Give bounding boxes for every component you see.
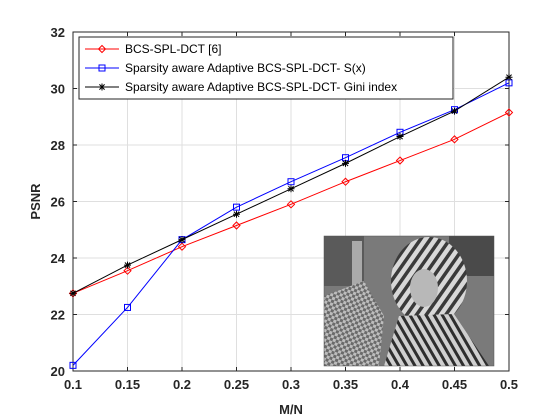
series-1-point bbox=[177, 242, 187, 251]
series-1-point bbox=[504, 108, 514, 117]
series-2-point bbox=[69, 361, 77, 369]
y-tick-label: 24 bbox=[51, 251, 66, 266]
series-2-point bbox=[124, 303, 131, 311]
x-tick-label: 0.15 bbox=[115, 377, 140, 392]
series-2-point bbox=[233, 203, 240, 211]
x-tick-label: 0.1 bbox=[64, 377, 82, 392]
legend-box bbox=[78, 36, 454, 100]
series-1-point bbox=[341, 177, 350, 186]
legend-swatch-marker bbox=[98, 64, 106, 72]
x-tick-label: 0.5 bbox=[500, 377, 518, 392]
series-3-point bbox=[233, 210, 240, 218]
series-1-point bbox=[450, 135, 459, 144]
series-3-point bbox=[124, 261, 131, 269]
x-tick-label: 0.2 bbox=[173, 377, 191, 392]
series-1-point bbox=[232, 221, 241, 230]
series-3-point bbox=[505, 73, 513, 81]
x-tick-label: 0.45 bbox=[442, 377, 467, 392]
series-3-point bbox=[178, 236, 186, 244]
inset-book-spine bbox=[352, 241, 362, 301]
y-tick-label: 22 bbox=[51, 308, 65, 323]
series-1-point bbox=[123, 266, 132, 275]
axis-ticks: 0.1 0.15 0.2 0.25 0.3 0.35 0.4 0.45 0.5 20 22 24 26 2… bbox=[51, 25, 519, 392]
legend-entry-label: Sparsity aware Adaptive BCS-SPL-DCT- Gin… bbox=[125, 80, 397, 94]
series-3-point bbox=[451, 107, 458, 115]
x-tick-label: 0.4 bbox=[391, 377, 410, 392]
x-axis-title: M/N bbox=[279, 402, 303, 417]
series-1-point bbox=[286, 200, 296, 209]
y-tick-label: 30 bbox=[51, 82, 65, 97]
legend-entry-label: Sparsity aware Adaptive BCS-SPL-DCT- S(x… bbox=[125, 61, 366, 75]
y-tick-label: 28 bbox=[51, 138, 65, 153]
series-1-line bbox=[72, 112, 510, 294]
inset-face bbox=[410, 269, 438, 307]
series-2-line bbox=[72, 82, 510, 366]
series-3-point bbox=[396, 133, 404, 141]
legend-entry-label: BCS-SPL-DCT [6] bbox=[125, 42, 221, 56]
x-tick-label: 0.3 bbox=[282, 377, 300, 392]
series-layer bbox=[68, 73, 514, 369]
inset-photo bbox=[323, 235, 495, 367]
series-1-point bbox=[395, 156, 405, 165]
y-tick-label: 26 bbox=[51, 195, 65, 210]
y-tick-label: 32 bbox=[51, 25, 65, 40]
series-3-point bbox=[69, 289, 77, 297]
inset-photo-border bbox=[323, 235, 495, 367]
legend-swatch-marker bbox=[98, 83, 106, 91]
y-tick-label: 20 bbox=[51, 364, 65, 379]
inset-body bbox=[384, 314, 489, 366]
x-tick-label: 0.35 bbox=[333, 377, 358, 392]
legend: BCS-SPL-DCT [6] Sparsity aware Adaptive B… bbox=[78, 36, 454, 100]
series-2-point bbox=[287, 178, 295, 186]
legend-swatch-marker bbox=[97, 44, 107, 54]
x-tick-label: 0.25 bbox=[224, 377, 249, 392]
inset-tablecloth bbox=[324, 281, 384, 366]
series-3 bbox=[69, 73, 513, 297]
series-3-point bbox=[287, 185, 295, 193]
series-3-point bbox=[342, 159, 349, 167]
y-axis-title: PSNR bbox=[28, 183, 43, 220]
